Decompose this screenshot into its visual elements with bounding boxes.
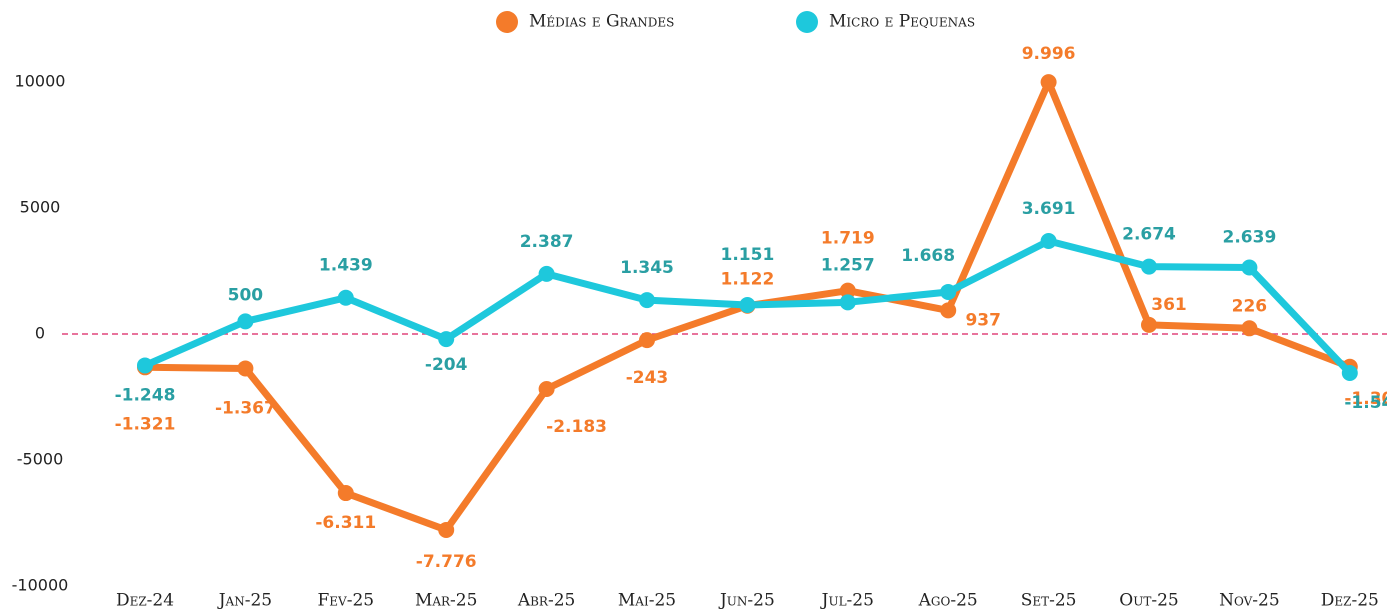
x-tick-label: Abr-25 xyxy=(517,591,576,610)
point xyxy=(237,313,254,330)
data-label: 2.674 xyxy=(1122,225,1176,245)
data-label: 1.257 xyxy=(821,255,875,275)
point xyxy=(739,296,756,313)
y-tick-label: -10000 xyxy=(12,576,69,595)
point xyxy=(839,294,856,311)
data-label: 1.668 xyxy=(901,246,955,266)
data-label: 1.151 xyxy=(721,245,775,265)
point xyxy=(1341,365,1358,382)
x-tick-label: Jul-25 xyxy=(820,591,874,610)
x-tick-label: Mar-25 xyxy=(415,591,477,610)
point xyxy=(1040,74,1057,91)
point xyxy=(1241,320,1258,337)
data-label: 1.719 xyxy=(821,229,875,249)
point xyxy=(137,357,153,374)
point xyxy=(639,292,655,309)
data-label: -1.367 xyxy=(215,398,276,418)
legend-marker xyxy=(496,11,518,33)
legend-label: Micro e Pequenas xyxy=(829,12,975,32)
point xyxy=(1241,259,1258,276)
point xyxy=(839,282,856,299)
y-tick-label: 0 xyxy=(35,324,45,343)
point xyxy=(940,302,957,319)
data-label: 2.387 xyxy=(520,232,574,252)
x-tick-label: Dez-24 xyxy=(116,591,174,610)
data-label: -1.301 xyxy=(1344,389,1387,409)
y-tick-label: 10000 xyxy=(15,72,66,91)
point xyxy=(538,381,555,398)
legend-marker xyxy=(796,11,818,33)
data-label: -7.776 xyxy=(416,552,477,572)
point xyxy=(438,331,455,348)
y-tick-label: -5000 xyxy=(17,450,64,469)
x-tick-label: Mai-25 xyxy=(618,591,676,610)
x-tick-label: Jun-25 xyxy=(718,591,775,610)
data-label: -6.311 xyxy=(315,513,376,533)
point xyxy=(1141,316,1157,333)
point xyxy=(538,265,555,282)
data-label: 9.996 xyxy=(1022,44,1076,64)
y-tick-label: 5000 xyxy=(20,198,61,217)
point xyxy=(1040,232,1057,249)
data-label: 2.639 xyxy=(1223,227,1277,247)
point xyxy=(237,360,254,377)
data-label: 226 xyxy=(1232,296,1268,316)
data-label: -1.548 xyxy=(1344,393,1387,413)
x-tick-label: Nov-25 xyxy=(1219,591,1280,610)
data-label: 361 xyxy=(1151,295,1187,315)
data-label: 3.691 xyxy=(1022,199,1076,219)
point xyxy=(1141,258,1157,275)
x-tick-label: Dez-25 xyxy=(1321,591,1379,610)
data-label: 1.345 xyxy=(620,258,674,278)
data-label: 937 xyxy=(965,310,1001,330)
data-label: 500 xyxy=(228,285,264,305)
data-label: 1.439 xyxy=(319,256,373,276)
data-label: -1.248 xyxy=(115,385,176,405)
point xyxy=(639,332,655,349)
x-tick-label: Set-25 xyxy=(1021,591,1077,610)
data-label: 1.122 xyxy=(721,270,775,290)
data-label: -2.183 xyxy=(546,417,607,437)
data-label: -1.321 xyxy=(115,414,176,434)
data-label: -204 xyxy=(425,355,468,375)
legend-label: Médias e Grandes xyxy=(529,12,674,32)
x-tick-label: Ago-25 xyxy=(918,591,978,610)
x-tick-label: Out-25 xyxy=(1119,591,1178,610)
point xyxy=(337,289,354,306)
point xyxy=(337,485,354,502)
point xyxy=(940,283,957,300)
x-tick-label: Jan-25 xyxy=(217,591,272,610)
x-tick-label: Fev-25 xyxy=(317,591,374,610)
data-label: -243 xyxy=(626,368,669,388)
point xyxy=(438,521,455,538)
